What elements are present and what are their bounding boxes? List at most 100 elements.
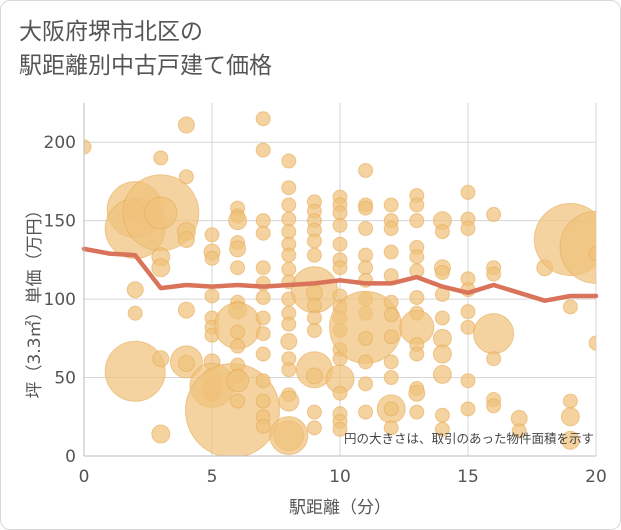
bubble-point [255, 225, 271, 241]
bubble-point [144, 196, 178, 230]
bubble-point [383, 370, 399, 386]
bubble-point [281, 362, 297, 378]
bubble-point [153, 150, 169, 166]
bubble-point [358, 404, 374, 420]
bubble-point [281, 197, 297, 213]
bubble-point [269, 416, 309, 456]
bubble-point [306, 322, 322, 338]
bubble-point [409, 197, 425, 213]
bubble-point [383, 294, 399, 310]
bubble-point [204, 227, 220, 243]
bubble-point [281, 180, 297, 196]
bubble-point [460, 373, 476, 389]
x-tick-label: 20 [585, 467, 607, 487]
bubble-point [562, 393, 578, 409]
bubble-point [383, 354, 399, 370]
bubble-point [383, 307, 399, 323]
bubble-point [306, 247, 322, 263]
bubble-point [383, 244, 399, 260]
bubble-layer [84, 111, 596, 456]
bubble-point [486, 351, 502, 367]
bubble-point [332, 217, 348, 233]
bubble-point [281, 211, 297, 227]
bubble-point [255, 260, 271, 276]
chart-title-line-2: 駅距離別中古戸建て価格 [19, 53, 272, 79]
average-price-line [81, 246, 599, 303]
bubble-point [281, 316, 297, 332]
bubble-point [432, 364, 452, 384]
y-tick-label: 100 [44, 290, 76, 310]
bubble-point [434, 224, 450, 240]
bubble-point [358, 376, 374, 392]
bubble-point [432, 344, 452, 364]
bubble-point [177, 116, 195, 134]
y-tick-label: 150 [44, 212, 76, 232]
bubble-point [358, 330, 374, 346]
bubble-point [486, 206, 502, 222]
bubble-point [255, 373, 271, 389]
bubble-point [204, 288, 220, 304]
bubble-point [230, 260, 246, 276]
axes [83, 103, 596, 457]
bubble-point [460, 221, 476, 237]
bubble-point [383, 329, 399, 345]
bubble-point [177, 230, 195, 248]
bubble-point [255, 213, 271, 229]
bubble-point [409, 404, 425, 420]
y-tick-label: 200 [44, 133, 76, 153]
average-line-layer [81, 246, 599, 303]
bubble-point [358, 354, 374, 370]
bubble-point [409, 290, 425, 306]
bubble-point [460, 401, 476, 417]
bubble-point [332, 385, 348, 401]
bubble-point [332, 421, 348, 437]
y-tick-label: 0 [65, 447, 76, 467]
bubble-point [127, 305, 143, 321]
bubble-point [383, 221, 399, 237]
bubble-point [486, 266, 502, 282]
bubble-point [230, 324, 246, 340]
bubble-point [434, 421, 450, 437]
y-axis-label: 坪（3.3㎡）単価（万円） [25, 201, 45, 398]
bubble-point [434, 310, 450, 326]
bubble-point [204, 250, 220, 266]
x-tick-label: 0 [79, 467, 90, 487]
bubble-point [151, 424, 171, 444]
bubble-point [255, 310, 271, 326]
bubble-point [278, 390, 300, 412]
bubble-point [306, 233, 322, 249]
bubble-point [409, 249, 425, 265]
bubble-point [460, 319, 476, 335]
bubble-point [306, 310, 322, 326]
bubble-point [383, 401, 399, 417]
bubble-point [255, 290, 271, 306]
bubble-point [358, 247, 374, 263]
bubble-point [358, 200, 374, 216]
bubble-point [255, 393, 271, 409]
bubble-point [255, 326, 271, 342]
bubble-point [306, 297, 322, 313]
bubble-point [229, 240, 247, 258]
x-tick-label: 15 [457, 467, 479, 487]
bubble-point [562, 299, 578, 315]
bubble-point [358, 260, 374, 276]
bubble-point [178, 169, 194, 185]
bubble-point [306, 420, 322, 436]
y-tick-label: 50 [54, 369, 76, 389]
bubble-point [409, 346, 425, 362]
bubble-point [255, 111, 271, 127]
x-axis-label: 駅距離（分） [289, 498, 391, 518]
chart-title: 大阪府堺市北区の 駅距離別中古戸建て価格 [19, 15, 579, 83]
bubble-point [409, 213, 425, 229]
bubble-point [281, 224, 297, 240]
bubble-point [434, 407, 450, 423]
bubble-point [560, 407, 580, 427]
bubble-point [511, 423, 527, 439]
bubble-point [383, 420, 399, 436]
bubble-point [434, 264, 450, 280]
bubble-point [255, 418, 271, 434]
bubble-point [126, 281, 144, 299]
bubble-point [177, 301, 195, 319]
